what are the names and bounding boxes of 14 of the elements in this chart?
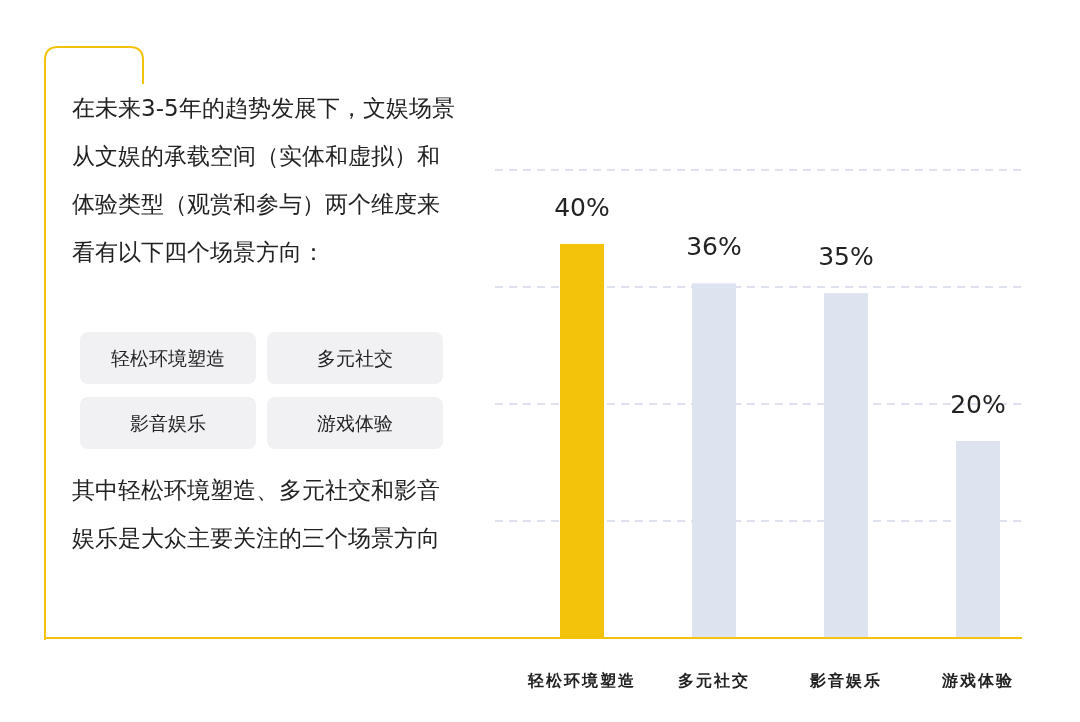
data-label: 36% [686, 232, 742, 262]
text: 在未来3-5年的趋势发展下，文娱场景从文娱的承载空间（实体和虚拟）和体验类型（观赏和参与）两个维度来看有以下四个场景方向： [72, 94, 456, 267]
x-tick-label: 轻松环境塑造 [527, 671, 636, 690]
text: 其中轻松环境塑造、多元社交和影音娱乐是大众主要关注的三个场景方向 [72, 476, 441, 553]
x-tick-label: 游戏体验 [941, 671, 1014, 690]
text: 游戏体验 [267, 397, 443, 449]
text: 影音娱乐 [80, 397, 256, 449]
data-label: 20% [950, 389, 1006, 419]
data-label: 40% [554, 192, 610, 222]
text: 轻松环境塑造 [80, 332, 256, 384]
x-tick-label: 多元社交 [678, 671, 750, 690]
x-tick-label: 影音娱乐 [809, 671, 882, 690]
data-label: 35% [818, 242, 874, 272]
text: 多元社交 [267, 332, 443, 384]
